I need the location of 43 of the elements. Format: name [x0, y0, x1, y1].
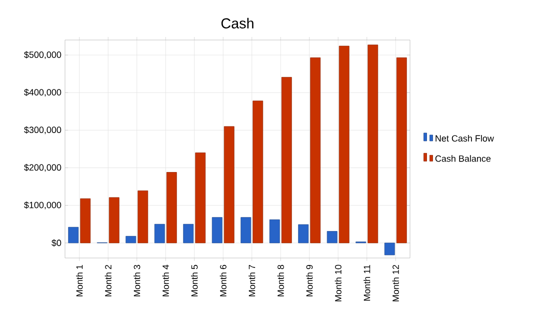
bar — [310, 57, 321, 244]
x-tick-label: Month 9 — [306, 264, 313, 296]
legend-label: Cash Balance — [435, 155, 491, 162]
bar — [269, 219, 280, 244]
bar — [338, 46, 350, 244]
x-tick-label: Month 4 — [162, 264, 169, 296]
y-tick-label: $0 — [52, 239, 62, 247]
x-tick-label: Month 1 — [76, 264, 83, 296]
x-tick-label: Month 8 — [277, 264, 284, 296]
bar — [80, 198, 91, 244]
y-tick-label: $400,000 — [24, 88, 62, 97]
bar — [183, 224, 194, 244]
bar — [68, 226, 79, 244]
bar — [195, 152, 206, 244]
x-tick-label: Month 11 — [364, 264, 370, 301]
bar — [252, 100, 264, 244]
bar — [212, 217, 222, 244]
bar — [384, 242, 395, 256]
bar — [326, 231, 338, 244]
bar — [298, 224, 309, 244]
x-tick-label: Month 10 — [334, 264, 342, 302]
x-tick-label: Month 7 — [248, 264, 256, 296]
x-tick-label: Month 2 — [104, 264, 112, 296]
bar — [126, 236, 136, 244]
y-tick-label: $100,000 — [24, 201, 62, 210]
legend-label: Net Cash Flow — [436, 134, 494, 142]
x-tick-label: Month 3 — [134, 264, 140, 296]
bar — [154, 224, 165, 244]
bar — [138, 190, 148, 244]
bar — [240, 217, 252, 244]
y-tick-label: $500,000 — [24, 51, 62, 59]
x-tick-label: Month 6 — [220, 264, 226, 296]
bar — [108, 197, 120, 244]
bar — [224, 126, 234, 244]
bar — [368, 44, 378, 244]
bar — [396, 57, 407, 244]
bar — [281, 77, 292, 244]
chart-title: Cash — [221, 18, 254, 28]
x-tick-label: Month 5 — [191, 264, 198, 296]
y-tick-label: $200,000 — [24, 164, 62, 172]
y-tick-label: $300,000 — [24, 126, 62, 134]
x-tick-label: Month 12 — [392, 264, 399, 302]
bar — [166, 172, 177, 244]
